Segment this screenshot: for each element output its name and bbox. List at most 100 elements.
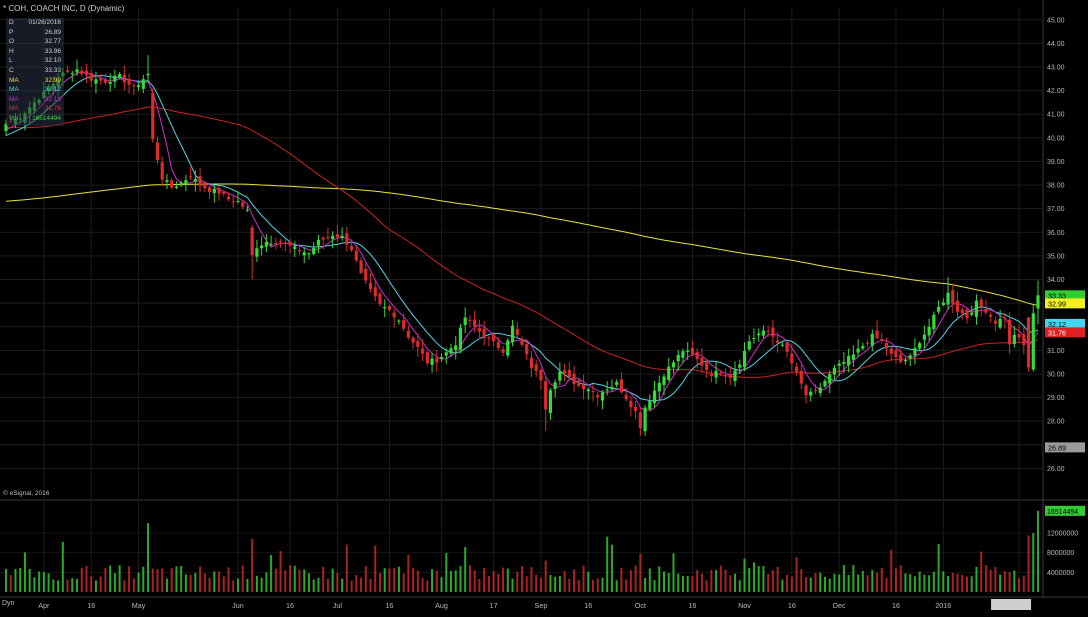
- candle: [719, 369, 723, 377]
- candle-body: [383, 307, 387, 309]
- candle-body: [581, 384, 586, 390]
- candle-body: [899, 354, 903, 363]
- candle: [340, 227, 344, 241]
- candle: [326, 227, 330, 241]
- candle-body: [558, 371, 562, 381]
- candle: [629, 395, 633, 417]
- time-tick-label: Jul: [333, 601, 343, 610]
- data-window-row: MA 32.99: [6, 76, 64, 86]
- volume-bar: [530, 567, 533, 592]
- candle-body: [274, 242, 278, 245]
- candle: [870, 329, 874, 352]
- candle: [780, 342, 784, 347]
- candle: [118, 72, 122, 80]
- volume-bar: [620, 567, 623, 592]
- candle-body: [1012, 334, 1016, 345]
- volume-bar: [715, 570, 718, 592]
- volume-bar: [99, 576, 102, 592]
- candle-body: [932, 314, 936, 330]
- data-window-value: 16514494: [32, 114, 61, 122]
- volume-bar: [421, 577, 424, 592]
- candle: [189, 167, 193, 181]
- volume-bar: [109, 565, 112, 592]
- candle-body: [998, 318, 1002, 328]
- volume-bar: [852, 565, 855, 592]
- candle: [510, 320, 515, 347]
- volume-bar: [885, 578, 888, 592]
- candle-body: [439, 356, 444, 360]
- volume-bar: [199, 566, 202, 592]
- volume-bar: [672, 553, 675, 592]
- candle-body: [65, 70, 70, 72]
- candle-body: [629, 400, 633, 408]
- candle: [918, 341, 922, 351]
- volume-bar: [407, 554, 410, 592]
- candle-body: [335, 234, 339, 238]
- candle-body: [823, 381, 827, 387]
- candle: [818, 382, 822, 397]
- candle-body: [170, 180, 174, 188]
- candle: [837, 359, 841, 376]
- candle-body: [695, 352, 699, 360]
- candle: [94, 71, 98, 94]
- candle: [951, 283, 955, 314]
- price-tick-label: 38.00: [1047, 183, 1065, 190]
- candle: [960, 306, 964, 320]
- candle: [615, 379, 619, 388]
- volume-bar: [336, 572, 339, 592]
- candle: [676, 349, 680, 371]
- volume-bar: [748, 568, 751, 592]
- candle: [799, 364, 803, 390]
- candle: [80, 66, 84, 77]
- candle-body: [75, 69, 79, 73]
- candle: [302, 247, 306, 264]
- candle-body: [94, 79, 98, 84]
- candle: [586, 387, 590, 400]
- data-window-row: O 32.77: [6, 37, 64, 47]
- candle-body: [463, 317, 467, 326]
- data-window-row: H 33.96: [6, 47, 64, 57]
- candle: [288, 238, 292, 254]
- volume-bar: [876, 572, 879, 592]
- candle: [832, 364, 837, 381]
- candle: [828, 370, 832, 394]
- candle-body: [733, 370, 737, 381]
- candle: [936, 300, 941, 315]
- candle-body: [1026, 317, 1031, 368]
- candle-body: [742, 351, 747, 368]
- candle-body: [496, 341, 500, 349]
- candle-body: [922, 334, 926, 340]
- volume-bar: [478, 578, 481, 592]
- price-tag-label: 32.99: [1048, 299, 1066, 308]
- candle-body: [435, 357, 439, 363]
- candle: [577, 378, 581, 388]
- candle-body: [264, 241, 268, 247]
- volume-bar: [175, 566, 178, 592]
- candle-body: [203, 182, 207, 189]
- time-tick-label: Jun: [232, 601, 244, 610]
- candle: [65, 65, 70, 74]
- volume-bar: [383, 568, 386, 592]
- volume-bar: [975, 566, 978, 592]
- data-window-row: L 32.10: [6, 56, 64, 66]
- candle: [979, 296, 983, 317]
- volume-bar: [251, 538, 254, 592]
- candle-body: [567, 370, 571, 377]
- candle-body: [700, 357, 704, 366]
- volume-bar: [232, 580, 235, 592]
- candle-body: [430, 358, 434, 365]
- candle-body: [780, 344, 784, 346]
- volume-bar: [180, 566, 183, 592]
- volume-bar: [937, 544, 940, 592]
- candle-body: [510, 325, 515, 343]
- candle-body: [392, 312, 396, 318]
- candle-body: [657, 382, 661, 392]
- volume-bar: [516, 571, 519, 592]
- candle: [506, 337, 510, 359]
- price-tick-label: 28.00: [1047, 419, 1065, 426]
- volume-bar: [170, 568, 173, 592]
- candle: [539, 367, 543, 390]
- candle-body: [832, 367, 837, 375]
- candle-body: [312, 247, 316, 255]
